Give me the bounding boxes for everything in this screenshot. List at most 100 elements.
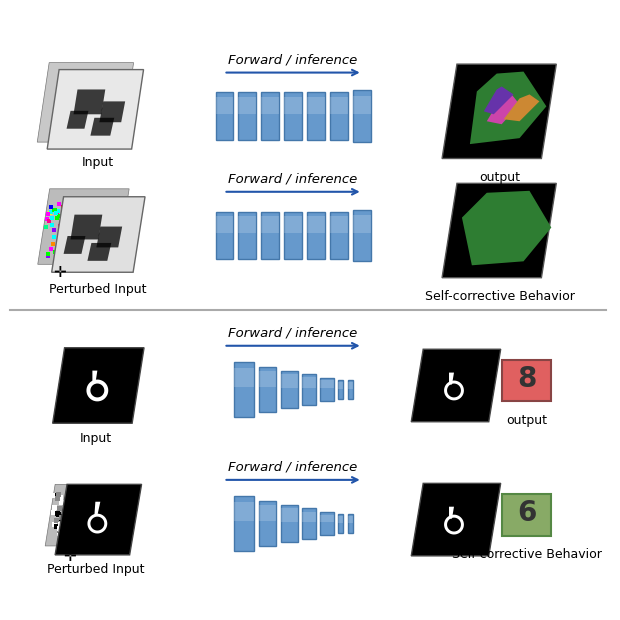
Bar <box>110 202 114 205</box>
Bar <box>90 210 94 214</box>
Bar <box>69 250 73 255</box>
Bar <box>55 216 60 219</box>
Bar <box>107 234 112 239</box>
Bar <box>106 244 110 248</box>
Bar <box>51 242 55 246</box>
FancyBboxPatch shape <box>259 367 276 412</box>
Bar <box>76 220 80 224</box>
Bar <box>78 228 81 232</box>
Bar <box>73 215 78 218</box>
Bar <box>69 528 74 533</box>
Bar <box>90 515 95 520</box>
Bar <box>111 219 115 224</box>
Bar <box>49 205 53 208</box>
Bar <box>110 233 114 237</box>
Polygon shape <box>91 384 104 397</box>
Polygon shape <box>442 184 556 278</box>
FancyBboxPatch shape <box>339 516 343 523</box>
Bar <box>54 518 59 523</box>
FancyBboxPatch shape <box>303 508 316 539</box>
Bar <box>76 508 81 513</box>
Bar <box>69 254 74 258</box>
Polygon shape <box>38 189 129 264</box>
Bar <box>95 244 100 248</box>
Text: Forward / inference: Forward / inference <box>228 327 358 340</box>
Bar <box>71 216 74 220</box>
Bar <box>84 252 88 256</box>
Polygon shape <box>442 64 556 159</box>
Text: Self-corrective Behavior: Self-corrective Behavior <box>451 549 601 562</box>
Polygon shape <box>55 484 141 555</box>
Bar <box>97 523 102 528</box>
Bar <box>89 247 92 251</box>
Polygon shape <box>47 69 144 149</box>
Bar <box>66 221 69 226</box>
Bar <box>78 530 82 535</box>
FancyBboxPatch shape <box>307 216 325 233</box>
Bar <box>84 245 87 249</box>
Bar <box>97 503 102 508</box>
Bar <box>56 512 61 516</box>
FancyBboxPatch shape <box>281 371 298 409</box>
Bar <box>57 215 61 218</box>
Polygon shape <box>99 102 125 122</box>
Bar <box>99 528 104 533</box>
Polygon shape <box>53 348 144 423</box>
Bar <box>59 500 64 505</box>
FancyBboxPatch shape <box>281 374 298 388</box>
Bar <box>55 511 60 516</box>
Text: Forward / inference: Forward / inference <box>228 173 358 186</box>
Bar <box>66 252 69 257</box>
FancyBboxPatch shape <box>321 378 334 401</box>
Bar <box>105 508 110 513</box>
Bar <box>56 492 61 497</box>
Bar <box>55 494 60 498</box>
FancyBboxPatch shape <box>307 97 325 114</box>
Bar <box>92 229 95 232</box>
Bar <box>48 219 51 223</box>
Text: Forward / inference: Forward / inference <box>228 53 358 66</box>
Bar <box>79 224 83 229</box>
Bar <box>97 206 101 211</box>
FancyBboxPatch shape <box>330 211 348 259</box>
Bar <box>84 242 89 246</box>
Bar <box>50 223 53 227</box>
Bar <box>100 249 104 252</box>
Polygon shape <box>447 518 461 531</box>
Bar <box>107 230 111 234</box>
FancyBboxPatch shape <box>339 514 343 533</box>
Polygon shape <box>503 94 539 122</box>
Bar <box>66 241 70 245</box>
Bar <box>100 526 105 531</box>
Bar <box>54 524 59 529</box>
Bar <box>101 520 106 525</box>
Bar <box>98 506 103 511</box>
FancyBboxPatch shape <box>303 374 316 405</box>
FancyBboxPatch shape <box>307 92 325 140</box>
FancyBboxPatch shape <box>284 216 302 233</box>
Bar <box>69 496 74 501</box>
Bar <box>44 225 48 229</box>
Bar <box>97 507 102 511</box>
Text: output: output <box>479 171 520 184</box>
Bar <box>61 530 66 535</box>
Bar <box>58 526 63 531</box>
FancyBboxPatch shape <box>348 514 353 533</box>
Bar <box>63 226 67 230</box>
Bar <box>111 229 115 233</box>
Bar <box>52 228 56 232</box>
Bar <box>58 495 63 500</box>
Bar <box>100 511 105 516</box>
Bar <box>52 494 57 498</box>
FancyBboxPatch shape <box>353 91 371 142</box>
Polygon shape <box>444 381 464 401</box>
FancyBboxPatch shape <box>234 368 254 387</box>
Bar <box>84 495 89 500</box>
Polygon shape <box>87 513 107 533</box>
Bar <box>83 512 88 516</box>
Bar <box>78 507 83 511</box>
Bar <box>101 525 106 529</box>
Bar <box>74 233 78 237</box>
Polygon shape <box>64 236 86 254</box>
FancyBboxPatch shape <box>216 92 234 140</box>
